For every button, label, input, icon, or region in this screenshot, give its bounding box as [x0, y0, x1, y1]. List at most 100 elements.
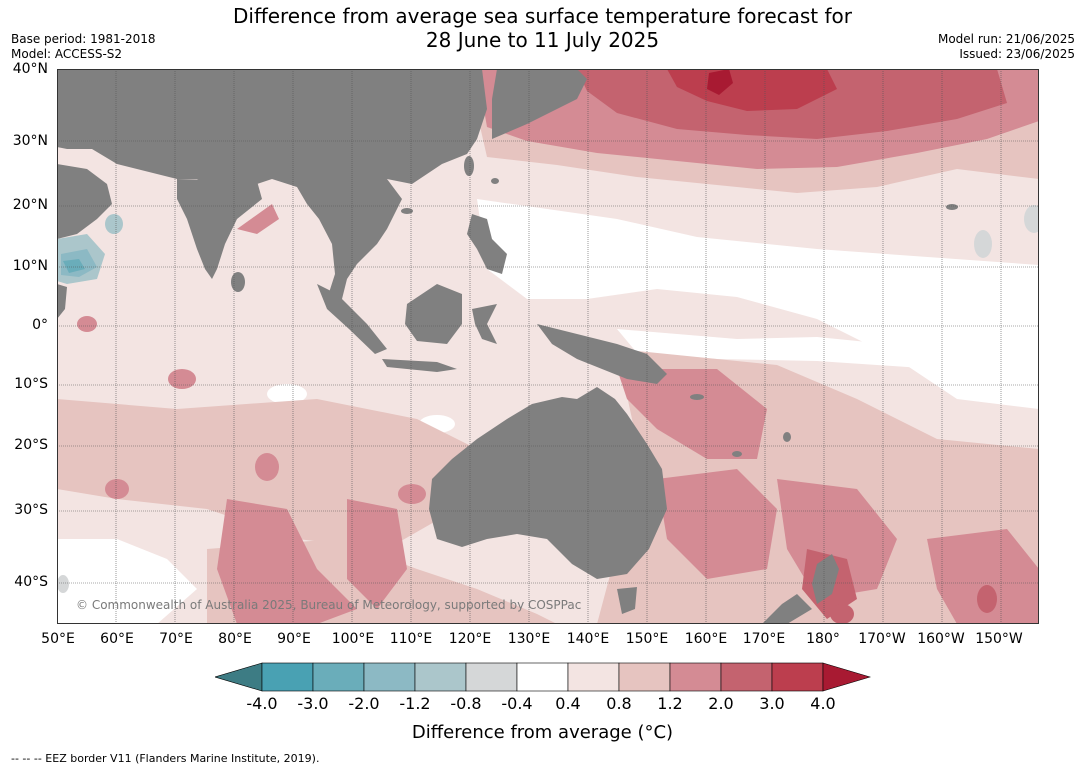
neutral-region: [617, 329, 1039, 379]
colorbar-tick: 2.0: [708, 694, 734, 713]
colorbar-tick: -1.2: [399, 694, 431, 713]
land-australia: [429, 387, 667, 579]
lat-label: 0°: [32, 317, 48, 333]
lat-label: 10°S: [14, 376, 48, 392]
anomaly-region: [168, 369, 196, 389]
land-islands: [783, 432, 791, 442]
land-arabia: [57, 164, 112, 239]
lon-label: 150°E: [625, 631, 669, 647]
land-philippines: [467, 214, 507, 274]
lat-label: 40°N: [12, 61, 48, 77]
colorbar-segment: [465, 662, 518, 692]
lon-label: 180°: [806, 631, 840, 647]
anomaly-region: [57, 575, 69, 593]
land-new-zealand-south: [762, 594, 812, 624]
lon-label: 90°E: [277, 631, 311, 647]
colorbar-tick: -4.0: [246, 694, 278, 713]
anomaly-region: [77, 316, 97, 332]
colorbar-segment: [771, 662, 824, 692]
land-sri-lanka: [231, 272, 245, 292]
colorbar-tick: -0.8: [450, 694, 482, 713]
neutral-region: [57, 539, 197, 624]
anomaly-region: [63, 259, 85, 273]
land-islands: [732, 451, 742, 457]
anomaly-region: [217, 499, 357, 624]
map-frame: [57, 69, 1039, 624]
lat-label: 20°S: [14, 437, 48, 453]
colorbar-segment: [567, 662, 620, 692]
anomaly-region: [977, 585, 997, 613]
colorbar-segment: [363, 662, 416, 692]
lat-label: 20°N: [12, 197, 48, 213]
lon-label: 110°E: [389, 631, 433, 647]
colorbar-tick: -3.0: [297, 694, 329, 713]
colorbar-label: Difference from average (°C): [411, 722, 674, 743]
land-new-guinea: [537, 324, 667, 384]
colorbar-tick: 3.0: [759, 694, 785, 713]
lat-label: 40°S: [14, 574, 48, 590]
lon-label: 140°E: [566, 631, 610, 647]
anomaly-region: [974, 230, 992, 258]
colorbar-segment: [618, 662, 671, 692]
lon-label: 70°E: [159, 631, 193, 647]
lon-label: 100°E: [331, 631, 375, 647]
anomaly-region: [830, 604, 854, 624]
colorbar-segment: [312, 662, 365, 692]
land-japan: [492, 69, 587, 139]
lon-label: 150°W: [975, 631, 1023, 647]
colorbar-tick: 1.2: [657, 694, 683, 713]
copyright-text: © Commonwealth of Australia 2025, Bureau…: [76, 598, 582, 612]
colorbar-tick: 0.4: [555, 694, 581, 713]
land-borneo: [405, 284, 462, 344]
lon-label: 160°W: [917, 631, 965, 647]
land-islands: [401, 208, 413, 214]
lon-label: 80°E: [218, 631, 252, 647]
colorbar-tick: -2.0: [348, 694, 380, 713]
colorbar-tick: 4.0: [810, 694, 836, 713]
colorbar-segment: [414, 662, 467, 692]
lon-label: 130°E: [507, 631, 551, 647]
lon-label: 170°W: [858, 631, 906, 647]
lon-label: 60°E: [100, 631, 134, 647]
land-asia: [57, 69, 487, 199]
colorbar-segment: [261, 662, 314, 692]
colorbar: [215, 662, 871, 692]
graticule: [57, 69, 1039, 624]
title-line-2: 28 June to 11 July 2025: [425, 28, 660, 52]
land-africa: [57, 284, 67, 319]
anomaly-region: [927, 529, 1039, 624]
anomaly-region: [657, 469, 777, 579]
land-islands: [946, 204, 958, 210]
land-new-zealand: [812, 554, 839, 604]
anomaly-region: [255, 453, 279, 481]
land-india: [177, 179, 262, 279]
lon-label: 50°E: [41, 631, 75, 647]
anomaly-region: [105, 479, 129, 499]
lon-label: 160°E: [684, 631, 728, 647]
lon-label: 170°E: [742, 631, 786, 647]
land-taiwan: [464, 156, 474, 176]
title-line-1: Difference from average sea surface temp…: [232, 4, 852, 28]
colorbar-segment: [720, 662, 773, 692]
model-name: Model: ACCESS-S2: [11, 47, 123, 61]
colorbar-tick: 0.8: [606, 694, 632, 713]
colorbar-tick: -0.4: [501, 694, 533, 713]
land-indochina: [297, 179, 402, 299]
land-sulawesi: [472, 304, 497, 344]
land-tasmania: [617, 587, 637, 614]
anomaly-region: [237, 204, 279, 234]
colorbar-low-extend: [215, 662, 263, 692]
anomaly-region: [1024, 205, 1039, 233]
meta-right: Model run: 21/06/2025 Issued: 23/06/2025: [938, 32, 1075, 62]
anomaly-region: [347, 499, 407, 609]
lat-label: 30°N: [12, 133, 48, 149]
lat-label: 30°S: [14, 502, 48, 518]
anomaly-region: [707, 69, 733, 95]
meta-left: Base period: 1981-2018 Model: ACCESS-S2: [11, 32, 156, 62]
land-islands: [491, 178, 499, 184]
colorbar-segment: [669, 662, 722, 692]
anomaly-region: [617, 369, 767, 459]
eez-footnote: -- -- -- EEZ border V11 (Flanders Marine…: [11, 752, 320, 765]
lat-label: 10°N: [12, 258, 48, 274]
model-run: Model run: 21/06/2025: [937, 32, 1075, 46]
